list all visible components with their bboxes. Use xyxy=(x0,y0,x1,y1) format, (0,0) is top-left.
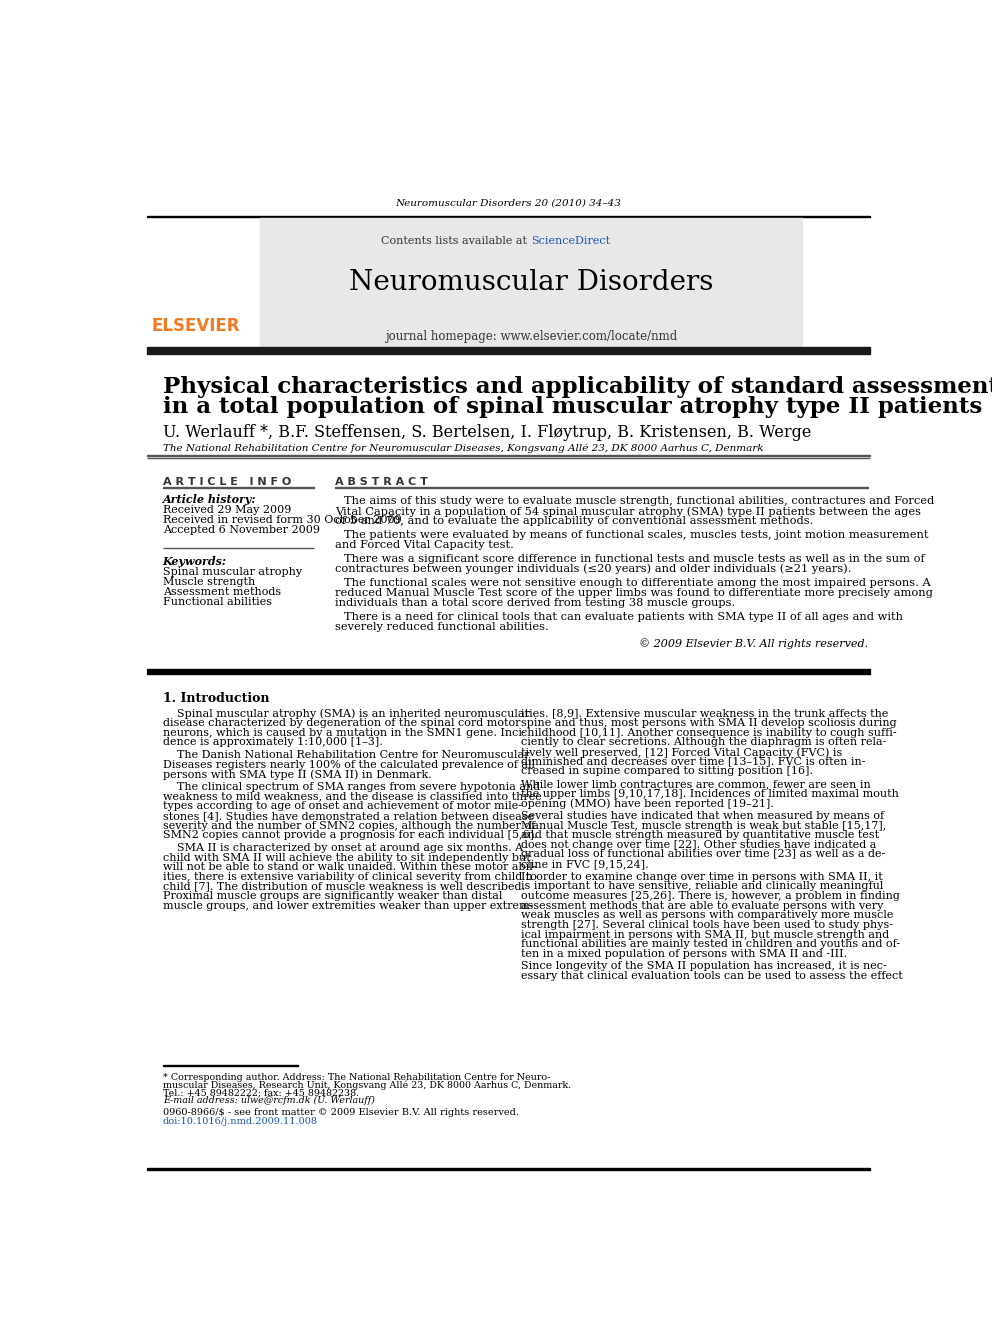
Text: Functional abilities: Functional abilities xyxy=(163,597,272,607)
Text: U. Werlauff *, B.F. Steffensen, S. Bertelsen, I. Fløytrup, B. Kristensen, B. Wer: U. Werlauff *, B.F. Steffensen, S. Berte… xyxy=(163,425,811,442)
Text: spine and thus, most persons with SMA II develop scoliosis during: spine and thus, most persons with SMA II… xyxy=(521,718,897,728)
Text: There was a significant score difference in functional tests and muscle tests as: There was a significant score difference… xyxy=(344,554,925,564)
Text: Manual Muscle Test, muscle strength is weak but stable [15,17],: Manual Muscle Test, muscle strength is w… xyxy=(521,820,886,831)
Text: childhood [10,11]. Another consequence is inability to cough suffi-: childhood [10,11]. Another consequence i… xyxy=(521,728,897,738)
Text: ciently to clear secretions. Although the diaphragm is often rela-: ciently to clear secretions. Although th… xyxy=(521,737,886,747)
Text: stones [4]. Studies have demonstrated a relation between disease: stones [4]. Studies have demonstrated a … xyxy=(163,811,534,822)
Text: and that muscle strength measured by quantitative muscle test: and that muscle strength measured by qua… xyxy=(521,831,879,840)
Text: reduced Manual Muscle Test score of the upper limbs was found to differentiate m: reduced Manual Muscle Test score of the … xyxy=(335,587,932,598)
Text: Spinal muscular atrophy (SMA) is an inherited neuromuscular: Spinal muscular atrophy (SMA) is an inhe… xyxy=(177,709,530,720)
Text: 1. Introduction: 1. Introduction xyxy=(163,692,269,705)
Text: ical impairment in persons with SMA II, but muscle strength and: ical impairment in persons with SMA II, … xyxy=(521,930,889,939)
Text: journal homepage: www.elsevier.com/locate/nmd: journal homepage: www.elsevier.com/locat… xyxy=(385,329,677,343)
Text: dence is approximately 1:10,000 [1–3].: dence is approximately 1:10,000 [1–3]. xyxy=(163,737,383,747)
Text: cline in FVC [9,15,24].: cline in FVC [9,15,24]. xyxy=(521,859,649,869)
Text: * Corresponding author. Address: The National Rehabilitation Centre for Neuro-: * Corresponding author. Address: The Nat… xyxy=(163,1073,551,1082)
Text: severely reduced functional abilities.: severely reduced functional abilities. xyxy=(335,622,549,631)
Text: diminished and decreases over time [13–15]. FVC is often in-: diminished and decreases over time [13–1… xyxy=(521,757,865,766)
Bar xyxy=(147,672,870,673)
Text: Contents lists available at: Contents lists available at xyxy=(381,235,531,246)
Text: opening (MMO) have been reported [19–21].: opening (MMO) have been reported [19–21]… xyxy=(521,798,774,808)
Text: muscular Diseases, Research Unit, Kongsvang Allé 23, DK 8000 Aarhus C, Denmark.: muscular Diseases, Research Unit, Kongsv… xyxy=(163,1081,570,1090)
Text: The patients were evaluated by means of functional scales, muscles tests, joint : The patients were evaluated by means of … xyxy=(344,531,929,540)
Text: Proximal muscle groups are significantly weaker than distal: Proximal muscle groups are significantly… xyxy=(163,890,502,901)
Text: ities, there is extensive variability of clinical severity from child to: ities, there is extensive variability of… xyxy=(163,872,537,882)
Text: ities. [8,9]. Extensive muscular weakness in the trunk affects the: ities. [8,9]. Extensive muscular weaknes… xyxy=(521,709,888,718)
Text: A R T I C L E   I N F O: A R T I C L E I N F O xyxy=(163,476,291,487)
Text: and Forced Vital Capacity test.: and Forced Vital Capacity test. xyxy=(335,540,514,550)
Text: will not be able to stand or walk unaided. Within these motor abil-: will not be able to stand or walk unaide… xyxy=(163,863,537,872)
Text: There is a need for clinical tools that can evaluate patients with SMA type II o: There is a need for clinical tools that … xyxy=(344,611,903,622)
Bar xyxy=(147,1168,870,1170)
Text: doi:10.1016/j.nmd.2009.11.008: doi:10.1016/j.nmd.2009.11.008 xyxy=(163,1118,317,1126)
Text: weakness to mild weakness, and the disease is classified into three: weakness to mild weakness, and the disea… xyxy=(163,791,542,802)
Text: SMN2 copies cannot provide a prognosis for each individual [5,6].: SMN2 copies cannot provide a prognosis f… xyxy=(163,831,538,840)
Text: Tel.: +45 89482222; fax: +45 89482238.: Tel.: +45 89482222; fax: +45 89482238. xyxy=(163,1088,359,1097)
Text: The aims of this study were to evaluate muscle strength, functional abilities, c: The aims of this study were to evaluate … xyxy=(344,496,934,505)
Text: Several studies have indicated that when measured by means of: Several studies have indicated that when… xyxy=(521,811,884,822)
Text: functional abilities are mainly tested in children and youths and of-: functional abilities are mainly tested i… xyxy=(521,939,900,949)
Text: in a total population of spinal muscular atrophy type II patients: in a total population of spinal muscular… xyxy=(163,396,982,418)
Text: ELSEVIER: ELSEVIER xyxy=(151,316,240,335)
Text: Muscle strength: Muscle strength xyxy=(163,577,255,587)
Text: tively well preserved, [12] Forced Vital Capacity (FVC) is: tively well preserved, [12] Forced Vital… xyxy=(521,747,842,758)
Text: Accepted 6 November 2009: Accepted 6 November 2009 xyxy=(163,525,319,536)
Text: The clinical spectrum of SMA ranges from severe hypotonia and: The clinical spectrum of SMA ranges from… xyxy=(177,782,540,792)
Text: creased in supine compared to sitting position [16].: creased in supine compared to sitting po… xyxy=(521,766,812,777)
Text: disease characterized by degeneration of the spinal cord motor: disease characterized by degeneration of… xyxy=(163,718,520,728)
Text: Neuromuscular Disorders 20 (2010) 34–43: Neuromuscular Disorders 20 (2010) 34–43 xyxy=(396,198,621,208)
Text: types according to age of onset and achievement of motor mile-: types according to age of onset and achi… xyxy=(163,802,522,811)
Text: 0960-8966/$ - see front matter © 2009 Elsevier B.V. All rights reserved.: 0960-8966/$ - see front matter © 2009 El… xyxy=(163,1109,519,1117)
Text: While lower limb contractures are common, fewer are seen in: While lower limb contractures are common… xyxy=(521,779,871,789)
Text: The National Rehabilitation Centre for Neuromuscular Diseases, Kongsvang Allé 23: The National Rehabilitation Centre for N… xyxy=(163,443,763,454)
Bar xyxy=(147,669,870,671)
Text: does not change over time [22]. Other studies have indicated a: does not change over time [22]. Other st… xyxy=(521,840,876,849)
Text: Neuromuscular Disorders: Neuromuscular Disorders xyxy=(348,269,713,296)
Text: The functional scales were not sensitive enough to differentiate among the most : The functional scales were not sensitive… xyxy=(344,578,930,587)
Bar xyxy=(260,218,803,348)
Text: individuals than a total score derived from testing 38 muscle groups.: individuals than a total score derived f… xyxy=(335,598,735,607)
Text: child [7]. The distribution of muscle weakness is well described.: child [7]. The distribution of muscle we… xyxy=(163,881,525,892)
Text: Physical characteristics and applicability of standard assessment methods: Physical characteristics and applicabili… xyxy=(163,376,992,398)
Text: severity and the number of SMN2 copies, although the number of: severity and the number of SMN2 copies, … xyxy=(163,820,535,831)
Text: The Danish National Rehabilitation Centre for Neuromuscular: The Danish National Rehabilitation Centr… xyxy=(177,750,529,761)
Text: of 5 and 70, and to evaluate the applicability of conventional assessment method: of 5 and 70, and to evaluate the applica… xyxy=(335,516,813,527)
Text: weak muscles as well as persons with comparatively more muscle: weak muscles as well as persons with com… xyxy=(521,910,893,921)
Text: Assessment methods: Assessment methods xyxy=(163,587,281,597)
Text: the upper limbs [9,10,17,18]. Incidences of limited maximal mouth: the upper limbs [9,10,17,18]. Incidences… xyxy=(521,789,899,799)
Text: © 2009 Elsevier B.V. All rights reserved.: © 2009 Elsevier B.V. All rights reserved… xyxy=(639,639,868,650)
Text: E-mail address: ulwe@rcfm.dk (U. Werlauff): E-mail address: ulwe@rcfm.dk (U. Werlauf… xyxy=(163,1095,375,1105)
Text: Vital Capacity in a population of 54 spinal muscular atrophy (SMA) type II patie: Vital Capacity in a population of 54 spi… xyxy=(335,505,921,516)
Text: ten in a mixed population of persons with SMA II and -III.: ten in a mixed population of persons wit… xyxy=(521,949,847,959)
Text: Article history:: Article history: xyxy=(163,495,256,505)
Text: ScienceDirect: ScienceDirect xyxy=(531,235,610,246)
Text: contractures between younger individuals (≤20 years) and older individuals (≥21 : contractures between younger individuals… xyxy=(335,564,851,574)
Bar xyxy=(147,347,870,353)
Text: Since longevity of the SMA II population has increased, it is nec-: Since longevity of the SMA II population… xyxy=(521,962,887,971)
Text: Diseases registers nearly 100% of the calculated prevalence of all: Diseases registers nearly 100% of the ca… xyxy=(163,759,535,770)
Text: gradual loss of functional abilities over time [23] as well as a de-: gradual loss of functional abilities ove… xyxy=(521,849,885,860)
Text: essary that clinical evaluation tools can be used to assess the effect: essary that clinical evaluation tools ca… xyxy=(521,971,903,982)
Text: outcome measures [25,26]. There is, however, a problem in finding: outcome measures [25,26]. There is, howe… xyxy=(521,890,900,901)
Text: SMA II is characterized by onset at around age six months. A: SMA II is characterized by onset at arou… xyxy=(177,843,523,853)
Text: assessment methods that are able to evaluate persons with very: assessment methods that are able to eval… xyxy=(521,901,883,910)
Text: Received in revised form 30 October 2009: Received in revised form 30 October 2009 xyxy=(163,515,402,525)
Text: persons with SMA type II (SMA II) in Denmark.: persons with SMA type II (SMA II) in Den… xyxy=(163,770,432,781)
Text: is important to have sensitive, reliable and clinically meaningful: is important to have sensitive, reliable… xyxy=(521,881,883,892)
Text: Spinal muscular atrophy: Spinal muscular atrophy xyxy=(163,566,302,577)
Text: neurons, which is caused by a mutation in the SMN1 gene. Inci-: neurons, which is caused by a mutation i… xyxy=(163,728,526,738)
Text: muscle groups, and lower extremities weaker than upper extrem-: muscle groups, and lower extremities wea… xyxy=(163,901,533,910)
Text: Keywords:: Keywords: xyxy=(163,556,227,568)
Text: In order to examine change over time in persons with SMA II, it: In order to examine change over time in … xyxy=(521,872,883,882)
Text: child with SMA II will achieve the ability to sit independently but: child with SMA II will achieve the abili… xyxy=(163,852,531,863)
Text: A B S T R A C T: A B S T R A C T xyxy=(335,476,428,487)
Text: strength [27]. Several clinical tools have been used to study phys-: strength [27]. Several clinical tools ha… xyxy=(521,919,893,930)
Text: Received 29 May 2009: Received 29 May 2009 xyxy=(163,505,291,515)
